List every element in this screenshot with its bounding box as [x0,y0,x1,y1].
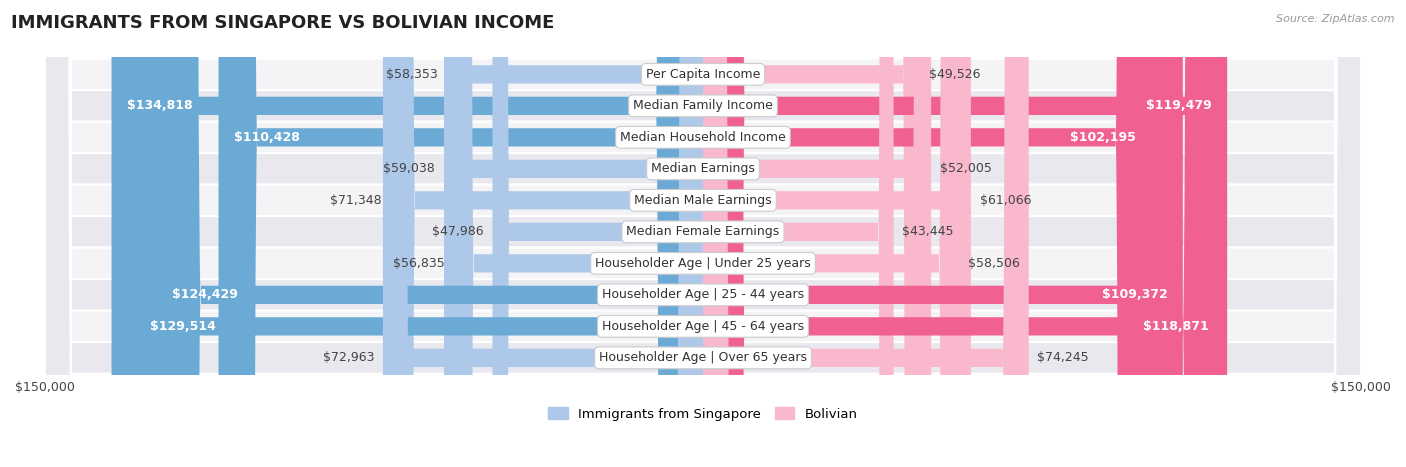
Legend: Immigrants from Singapore, Bolivian: Immigrants from Singapore, Bolivian [543,402,863,426]
FancyBboxPatch shape [703,0,921,467]
Text: $58,353: $58,353 [387,68,439,81]
FancyBboxPatch shape [444,0,703,467]
Text: Median Male Earnings: Median Male Earnings [634,194,772,207]
Text: Householder Age | 25 - 44 years: Householder Age | 25 - 44 years [602,288,804,301]
Text: Median Family Income: Median Family Income [633,99,773,113]
Text: $102,195: $102,195 [1070,131,1136,144]
Text: $124,429: $124,429 [173,288,239,301]
Text: $110,428: $110,428 [233,131,299,144]
Text: $134,818: $134,818 [127,99,193,113]
Text: $52,005: $52,005 [941,163,991,176]
FancyBboxPatch shape [45,0,1361,467]
FancyBboxPatch shape [45,0,1361,467]
FancyBboxPatch shape [382,0,703,467]
FancyBboxPatch shape [218,0,703,467]
Text: $58,506: $58,506 [969,257,1021,270]
FancyBboxPatch shape [157,0,703,467]
Text: Median Household Income: Median Household Income [620,131,786,144]
FancyBboxPatch shape [45,0,1361,467]
Text: $72,963: $72,963 [322,351,374,364]
FancyBboxPatch shape [703,0,960,467]
Text: Median Female Earnings: Median Female Earnings [627,226,779,238]
FancyBboxPatch shape [135,0,703,467]
Text: Per Capita Income: Per Capita Income [645,68,761,81]
Text: $74,245: $74,245 [1038,351,1090,364]
Text: Householder Age | Under 25 years: Householder Age | Under 25 years [595,257,811,270]
Text: $129,514: $129,514 [150,320,217,333]
FancyBboxPatch shape [45,0,1361,467]
FancyBboxPatch shape [111,0,703,467]
Text: $119,479: $119,479 [1146,99,1212,113]
FancyBboxPatch shape [703,0,1182,467]
FancyBboxPatch shape [389,0,703,467]
Text: $56,835: $56,835 [394,257,444,270]
Text: $61,066: $61,066 [980,194,1031,207]
Text: $118,871: $118,871 [1143,320,1209,333]
Text: Source: ZipAtlas.com: Source: ZipAtlas.com [1277,14,1395,24]
FancyBboxPatch shape [45,0,1361,467]
Text: Householder Age | Over 65 years: Householder Age | Over 65 years [599,351,807,364]
Text: $43,445: $43,445 [903,226,953,238]
FancyBboxPatch shape [45,0,1361,467]
FancyBboxPatch shape [703,0,972,467]
FancyBboxPatch shape [447,0,703,467]
FancyBboxPatch shape [492,0,703,467]
FancyBboxPatch shape [703,0,1227,467]
Text: IMMIGRANTS FROM SINGAPORE VS BOLIVIAN INCOME: IMMIGRANTS FROM SINGAPORE VS BOLIVIAN IN… [11,14,554,32]
Text: $71,348: $71,348 [329,194,381,207]
Text: $47,986: $47,986 [432,226,484,238]
FancyBboxPatch shape [45,0,1361,467]
Text: $59,038: $59,038 [384,163,436,176]
FancyBboxPatch shape [703,0,1152,467]
FancyBboxPatch shape [703,0,931,467]
FancyBboxPatch shape [45,0,1361,467]
FancyBboxPatch shape [703,0,1029,467]
FancyBboxPatch shape [454,0,703,467]
Text: Median Earnings: Median Earnings [651,163,755,176]
FancyBboxPatch shape [703,0,894,467]
Text: Householder Age | 45 - 64 years: Householder Age | 45 - 64 years [602,320,804,333]
FancyBboxPatch shape [45,0,1361,467]
Text: $49,526: $49,526 [929,68,980,81]
Text: $109,372: $109,372 [1102,288,1167,301]
FancyBboxPatch shape [45,0,1361,467]
FancyBboxPatch shape [703,0,1225,467]
